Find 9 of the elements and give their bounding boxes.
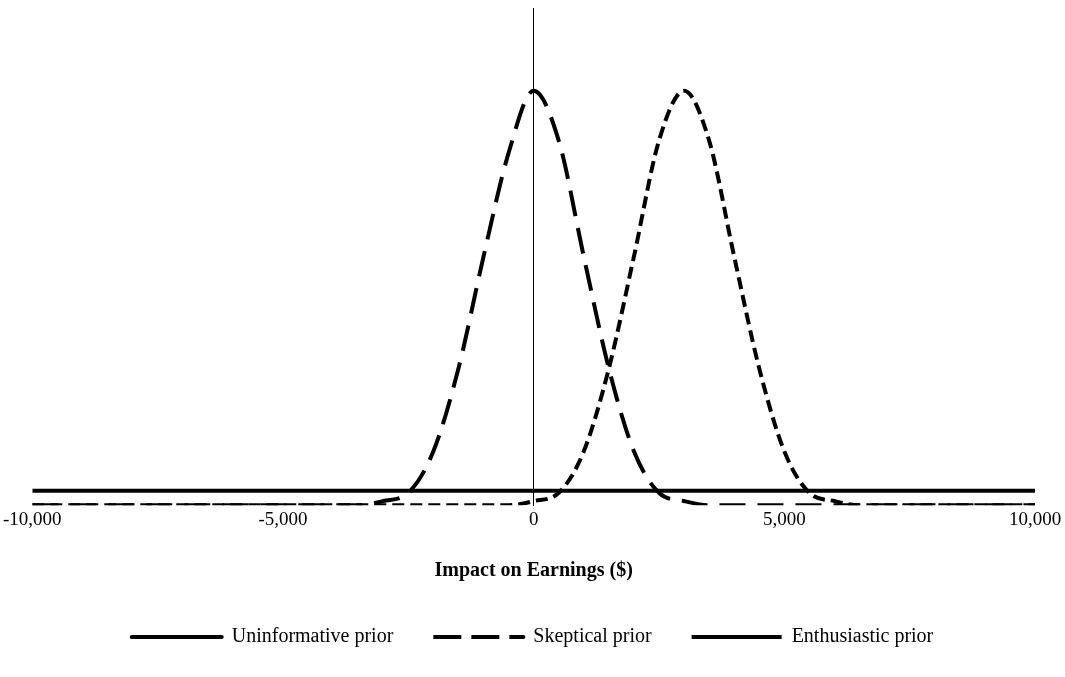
x-tick-label: 0 (528, 507, 539, 529)
x-tick-label: 10,000 (1008, 507, 1062, 529)
x-tick-label: -10,000 (3, 507, 62, 529)
x-tick-label: -5,000 (258, 507, 308, 529)
legend-label: Enthusiastic prior (791, 624, 934, 648)
legend-label: Skeptical prior (533, 624, 652, 648)
x-tick-label: 5,000 (762, 507, 806, 529)
x-axis-title: Impact on Earnings ($) (434, 558, 633, 582)
legend-label: Uninformative prior (231, 624, 394, 648)
